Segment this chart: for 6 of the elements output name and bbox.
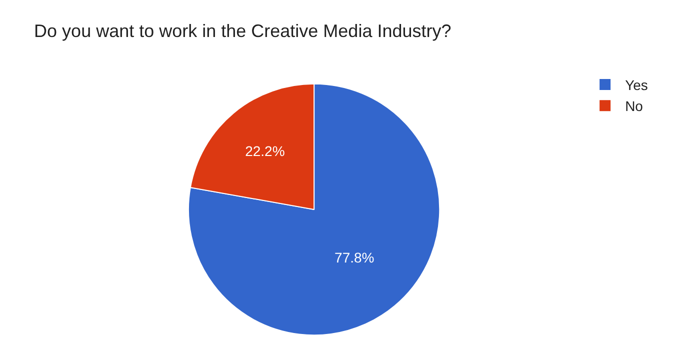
data-label: 22.2% — [245, 142, 285, 159]
legend-label: Yes — [625, 76, 648, 93]
pie-slice — [188, 83, 440, 336]
legend-label: No — [625, 98, 644, 114]
data-label: 77.8% — [334, 250, 374, 266]
chart-title: Do you want to work in the Creative Media Industry? — [34, 20, 452, 41]
